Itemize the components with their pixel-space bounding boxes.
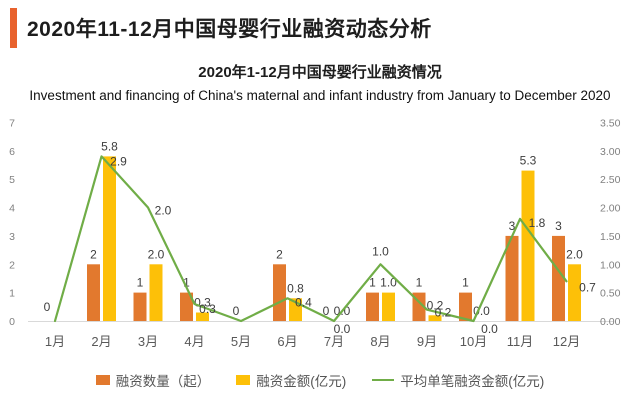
svg-text:0.00: 0.00 <box>600 316 621 328</box>
svg-text:0: 0 <box>44 300 51 314</box>
svg-text:0.2: 0.2 <box>427 298 444 312</box>
page-title: 2020年11-12月中国母婴行业融资动态分析 <box>27 18 432 41</box>
svg-text:3月: 3月 <box>138 334 158 349</box>
svg-text:0.4: 0.4 <box>295 295 312 309</box>
svg-text:5月: 5月 <box>231 334 251 349</box>
svg-text:7月: 7月 <box>324 334 344 349</box>
svg-text:2: 2 <box>90 247 97 261</box>
svg-text:0: 0 <box>323 304 330 318</box>
svg-text:0.7: 0.7 <box>579 280 596 294</box>
svg-text:0: 0 <box>233 304 240 318</box>
svg-text:3: 3 <box>9 231 15 243</box>
chart-legend: 融资数量（起） 融资金额(亿元) 平均单笔融资金额(亿元) <box>0 370 640 390</box>
svg-text:2.00: 2.00 <box>600 203 621 215</box>
svg-text:3: 3 <box>555 219 562 233</box>
svg-text:1月: 1月 <box>45 334 65 349</box>
svg-text:1.00: 1.00 <box>600 259 621 271</box>
svg-text:5: 5 <box>9 174 15 186</box>
svg-text:7: 7 <box>9 117 15 129</box>
svg-text:2: 2 <box>9 259 15 271</box>
svg-text:1.0: 1.0 <box>372 244 389 258</box>
svg-text:9月: 9月 <box>417 334 437 349</box>
svg-text:1: 1 <box>137 276 144 290</box>
svg-text:3.50: 3.50 <box>600 117 621 129</box>
svg-text:5.8: 5.8 <box>101 139 118 153</box>
svg-text:3.00: 3.00 <box>600 146 621 158</box>
svg-text:4: 4 <box>9 203 15 215</box>
svg-text:1.0: 1.0 <box>380 276 397 290</box>
svg-text:0: 0 <box>9 316 15 328</box>
svg-text:1: 1 <box>183 276 190 290</box>
legend-swatch-avg-line-icon <box>372 379 395 381</box>
svg-text:2.0: 2.0 <box>566 247 583 261</box>
svg-text:1: 1 <box>416 276 423 290</box>
svg-text:6月: 6月 <box>277 334 297 349</box>
svg-text:1.50: 1.50 <box>600 231 621 243</box>
svg-text:4月: 4月 <box>184 334 204 349</box>
legend-item-avg-amount: 平均单笔融资金额(亿元) <box>372 370 544 390</box>
svg-text:2.50: 2.50 <box>600 174 621 186</box>
svg-text:1: 1 <box>9 288 15 300</box>
legend-swatch-count-icon <box>95 375 110 385</box>
header-accent-bar <box>10 8 17 48</box>
svg-text:1: 1 <box>369 276 376 290</box>
svg-text:2.0: 2.0 <box>155 204 172 218</box>
legend-label-avg-amount: 平均单笔融资金额(亿元) <box>400 374 545 389</box>
svg-text:2: 2 <box>276 247 283 261</box>
chart-title-zh: 2020年1-12月中国母婴行业融资情况 <box>198 64 442 81</box>
svg-text:12月: 12月 <box>553 334 580 349</box>
svg-text:0.3: 0.3 <box>199 302 216 316</box>
legend-item-financing-count: 融资数量（起） <box>95 370 211 390</box>
chart-title-en: Investment and financing of China's mate… <box>29 88 611 103</box>
svg-text:3: 3 <box>509 219 516 233</box>
legend-item-financing-amount: 融资金额(亿元) <box>236 370 346 390</box>
svg-text:2.9: 2.9 <box>110 154 127 168</box>
svg-text:2月: 2月 <box>91 334 111 349</box>
svg-text:0.0: 0.0 <box>334 322 351 336</box>
header: 2020年11-12月中国母婴行业融资动态分析 <box>10 8 432 48</box>
svg-text:1: 1 <box>462 276 469 290</box>
svg-text:2.0: 2.0 <box>148 247 165 261</box>
svg-text:10月: 10月 <box>460 334 487 349</box>
svg-text:0.50: 0.50 <box>600 288 621 300</box>
svg-text:11月: 11月 <box>507 334 534 349</box>
svg-text:5.3: 5.3 <box>520 154 537 168</box>
legend-label-financing-count: 融资数量（起） <box>115 374 211 389</box>
svg-text:8月: 8月 <box>370 334 390 349</box>
svg-text:0.0: 0.0 <box>481 322 498 336</box>
legend-swatch-amount-icon <box>236 375 251 385</box>
svg-text:0.2: 0.2 <box>435 306 452 320</box>
svg-text:1.8: 1.8 <box>529 216 546 230</box>
legend-label-financing-amount: 融资金额(亿元) <box>256 374 347 389</box>
financing-combo-chart: 012345670.000.501.001.502.002.503.003.50… <box>9 117 621 349</box>
svg-text:0.8: 0.8 <box>287 281 304 295</box>
svg-text:6: 6 <box>9 146 15 158</box>
